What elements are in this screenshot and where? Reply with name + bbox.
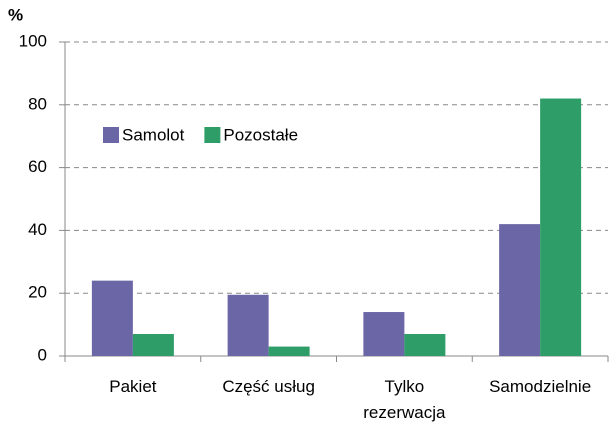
- bar: [540, 98, 582, 357]
- y-tick-label: 40: [28, 220, 47, 239]
- y-tick-label: 60: [28, 157, 47, 176]
- y-tick-label: 80: [28, 94, 47, 113]
- legend-label: Pozostałe: [223, 125, 298, 144]
- legend-swatch: [204, 127, 221, 143]
- y-tick-label: 0: [38, 345, 47, 364]
- bar: [132, 334, 174, 356]
- x-tick-label: Tylko rezerwacja: [363, 377, 446, 422]
- y-axis-label: %: [8, 5, 23, 24]
- bar: [404, 334, 446, 356]
- bar: [268, 346, 310, 356]
- bar: [363, 312, 405, 356]
- x-tick-label: Część usług: [222, 377, 315, 396]
- y-tick-label: 100: [19, 31, 47, 50]
- legend-label: Samolot: [122, 125, 185, 144]
- bar: [227, 294, 269, 356]
- bar: [499, 224, 541, 356]
- legend-swatch: [103, 127, 119, 143]
- x-tick-label: Samodzielnie: [489, 377, 592, 396]
- x-tick-label: Pakiet: [109, 377, 157, 396]
- bar: [91, 280, 133, 356]
- y-tick-label: 20: [28, 283, 47, 302]
